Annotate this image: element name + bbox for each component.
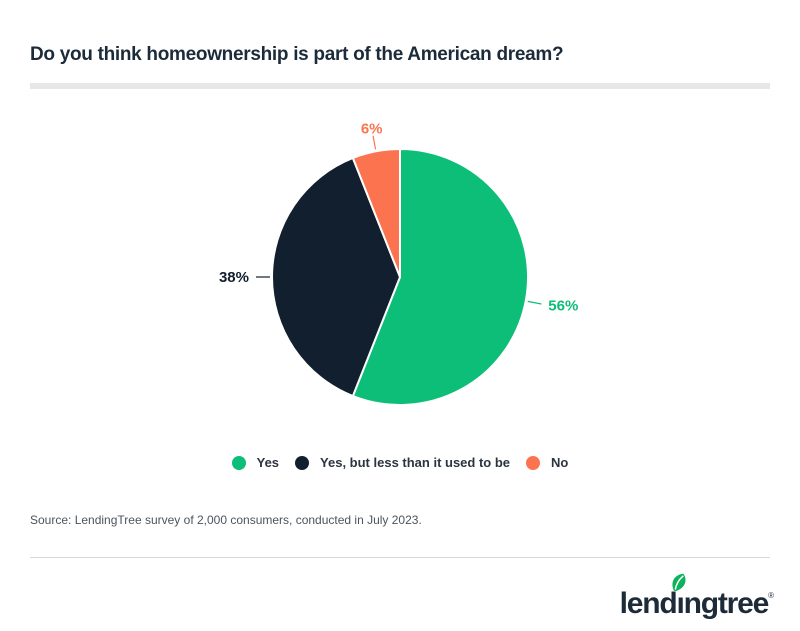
pie-slice-yes-but-less-than-it-used-to-be [271,156,401,398]
leaf-icon [672,573,686,592]
chart-legend: Yes Yes, but less than it used to be No [0,455,800,470]
legend-swatch-no [526,455,541,470]
slice-value-label-no: 6% [361,121,383,138]
logo-letter-i: ı [672,573,686,620]
slice-value-label-yes-but-less-than-it-used-to-be: 38% [219,269,249,286]
pie-chart: 56% 38% 6% [219,121,578,406]
legend-swatch-yes [231,455,246,470]
legend-item-yes: Yes [231,455,280,470]
legend-label-yes: Yes [256,455,280,470]
source-note: Source: LendingTree survey of 2,000 cons… [30,513,422,527]
page-title: Do you think homeownership is part of th… [30,44,564,65]
registered-trademark: ® [768,591,774,600]
logo-text-lend: lend [619,587,678,620]
slice-value-label-yes: 56% [548,297,578,314]
logo-text-ngtree: ngtree [683,587,770,620]
logo-text: lend ı ngtree [619,573,770,620]
legend-swatch-yes-but-less-than-it-used-to-be [295,455,310,470]
lendingtree-logo: lend ı ngtree ® [619,573,774,620]
title-divider [30,83,770,89]
legend-label-yes-but-less-than-it-used-to-be: Yes, but less than it used to be [320,455,511,470]
label-leader-no [372,135,377,150]
footer-divider [30,557,770,558]
legend-item-yes-but-less-than-it-used-to-be: Yes, but less than it used to be [295,455,510,470]
pie-slice-no [351,148,401,278]
legend-item-no: No [526,455,568,470]
label-leader-yes [527,300,542,305]
legend-label-no: No [551,455,569,470]
pie-slice-yes [351,148,529,406]
